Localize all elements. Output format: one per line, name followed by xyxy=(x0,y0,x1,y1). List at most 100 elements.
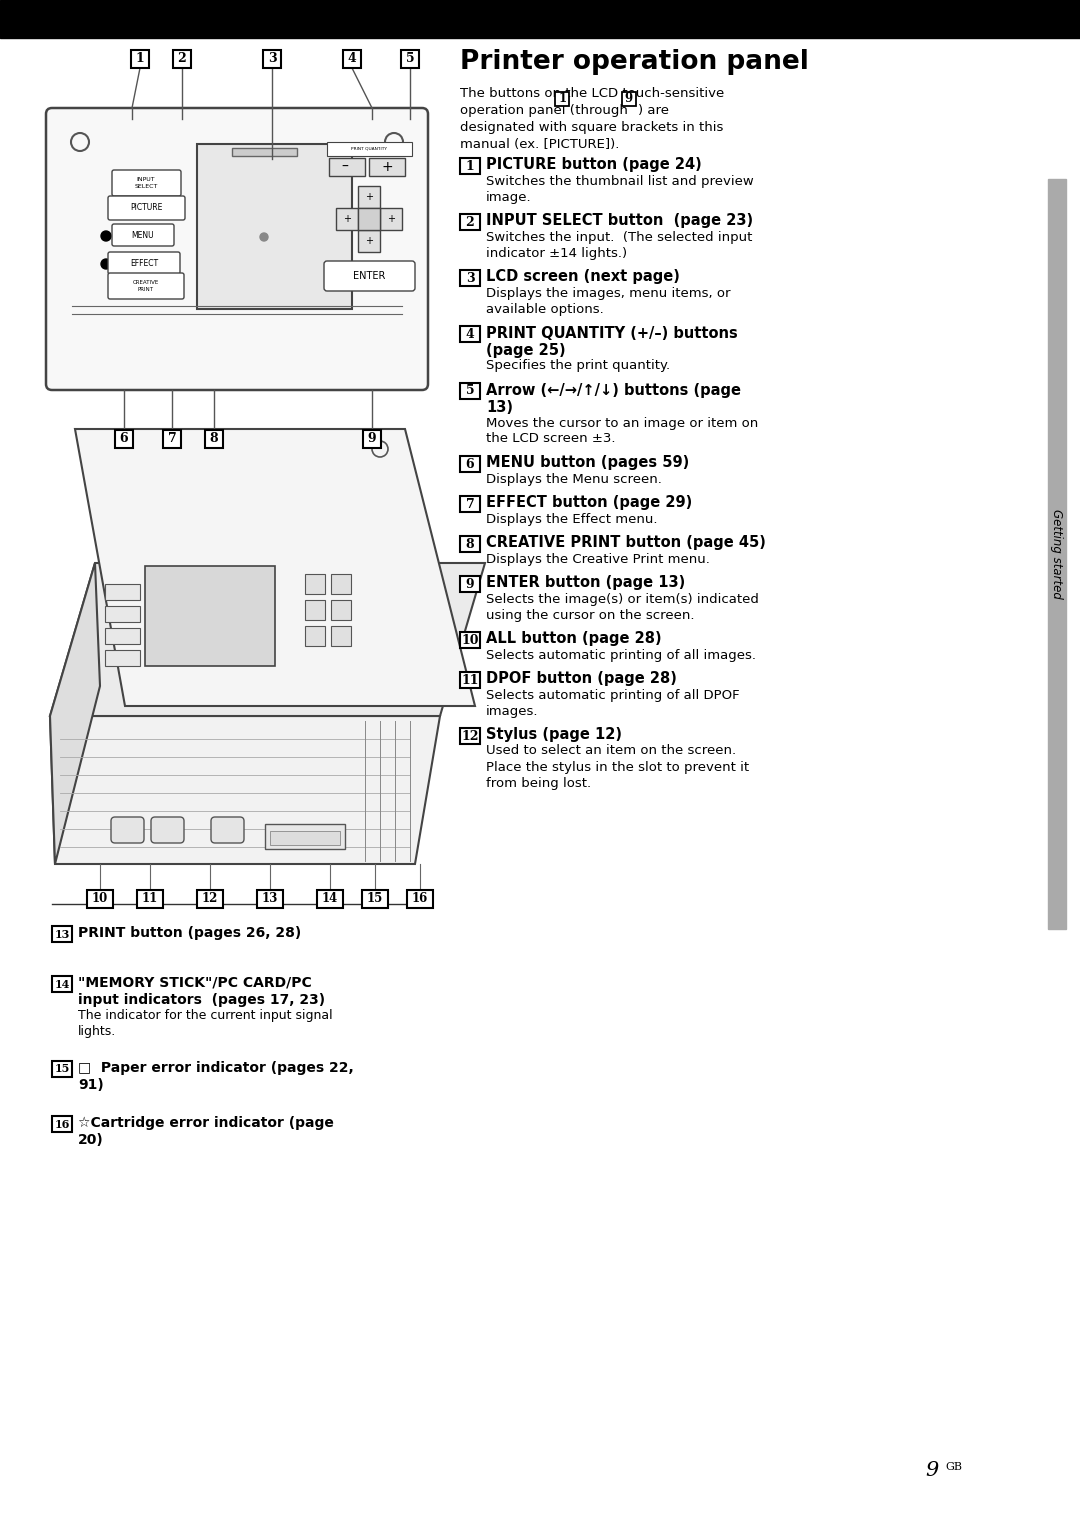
Text: Selects automatic printing of all DPOF: Selects automatic printing of all DPOF xyxy=(486,688,740,702)
Text: 91): 91) xyxy=(78,1078,104,1092)
Bar xyxy=(555,92,569,106)
Bar xyxy=(305,573,325,593)
Bar xyxy=(52,976,72,992)
Text: +: + xyxy=(365,235,373,246)
Text: 14: 14 xyxy=(54,979,70,989)
Text: 14: 14 xyxy=(322,893,338,905)
FancyBboxPatch shape xyxy=(211,816,244,842)
Text: PRINT QUANTITY: PRINT QUANTITY xyxy=(351,147,387,151)
Bar xyxy=(357,229,380,252)
Text: Displays the Effect menu.: Displays the Effect menu. xyxy=(486,512,658,526)
Bar xyxy=(460,456,480,472)
Bar xyxy=(357,208,380,229)
Text: indicator ±14 lights.): indicator ±14 lights.) xyxy=(486,246,627,260)
Bar xyxy=(460,326,480,342)
Text: 20): 20) xyxy=(78,1133,104,1147)
Text: INPUT
SELECT: INPUT SELECT xyxy=(134,177,158,188)
Text: 9: 9 xyxy=(367,433,376,445)
FancyBboxPatch shape xyxy=(151,816,184,842)
Bar xyxy=(380,208,402,229)
Text: 13: 13 xyxy=(261,893,279,905)
Text: 10: 10 xyxy=(461,633,478,647)
FancyBboxPatch shape xyxy=(111,816,144,842)
Bar xyxy=(460,673,480,688)
Text: 7: 7 xyxy=(465,497,474,511)
Bar xyxy=(1048,179,1066,930)
Bar xyxy=(137,890,163,908)
Text: Getting started: Getting started xyxy=(1051,509,1064,599)
Text: Printer operation panel: Printer operation panel xyxy=(460,49,809,75)
FancyBboxPatch shape xyxy=(108,252,180,274)
Bar xyxy=(105,584,140,599)
Text: Displays the Menu screen.: Displays the Menu screen. xyxy=(486,472,662,486)
Text: ALL button (page 28): ALL button (page 28) xyxy=(486,631,662,647)
Text: 1: 1 xyxy=(136,52,145,66)
Bar xyxy=(232,148,297,156)
Text: Displays the images, menu items, or: Displays the images, menu items, or xyxy=(486,286,730,300)
Bar xyxy=(460,576,480,592)
Bar xyxy=(105,628,140,644)
Text: PRINT button (pages 26, 28): PRINT button (pages 26, 28) xyxy=(78,927,301,940)
Text: EFFECT: EFFECT xyxy=(130,258,158,268)
Bar xyxy=(305,599,325,619)
Text: Place the stylus in the slot to prevent it: Place the stylus in the slot to prevent … xyxy=(486,760,750,774)
Text: 15: 15 xyxy=(367,893,383,905)
Text: Switches the input.  (The selected input: Switches the input. (The selected input xyxy=(486,231,753,243)
Bar xyxy=(145,566,275,667)
Text: the LCD screen ±3.: the LCD screen ±3. xyxy=(486,433,616,445)
Text: 16: 16 xyxy=(54,1119,70,1130)
Circle shape xyxy=(260,232,268,242)
Bar xyxy=(52,1116,72,1131)
Text: ) are: ) are xyxy=(637,104,669,118)
Text: +: + xyxy=(387,214,395,225)
Bar xyxy=(205,430,222,448)
Text: 4: 4 xyxy=(348,52,356,66)
Bar xyxy=(197,144,352,309)
Text: 2: 2 xyxy=(465,216,474,228)
Bar xyxy=(401,50,419,67)
Text: 13: 13 xyxy=(54,928,70,939)
Text: CREATIVE
PRINT: CREATIVE PRINT xyxy=(133,280,159,292)
Text: □  Paper error indicator (pages 22,: □ Paper error indicator (pages 22, xyxy=(78,1061,354,1075)
Text: Selects the image(s) or item(s) indicated: Selects the image(s) or item(s) indicate… xyxy=(486,593,759,605)
Text: 5: 5 xyxy=(465,384,474,398)
Text: PICTURE button (page 24): PICTURE button (page 24) xyxy=(486,157,702,173)
Text: –: – xyxy=(341,161,349,174)
Text: EFFECT button (page 29): EFFECT button (page 29) xyxy=(486,495,692,511)
Bar xyxy=(460,631,480,648)
Text: 3: 3 xyxy=(465,272,474,284)
Polygon shape xyxy=(50,563,485,716)
Text: 9: 9 xyxy=(624,92,633,106)
Text: 15: 15 xyxy=(54,1064,70,1075)
Text: Used to select an item on the screen.: Used to select an item on the screen. xyxy=(486,745,737,757)
Bar xyxy=(131,50,149,67)
Text: 10: 10 xyxy=(92,893,108,905)
Bar xyxy=(460,271,480,286)
Bar xyxy=(0,0,1080,38)
Text: 12: 12 xyxy=(461,729,478,743)
Text: using the cursor on the screen.: using the cursor on the screen. xyxy=(486,609,694,621)
Text: PICTURE: PICTURE xyxy=(130,203,162,213)
Text: operation panel (: operation panel ( xyxy=(460,104,575,118)
Text: 3: 3 xyxy=(268,52,276,66)
Text: INPUT SELECT button  (page 23): INPUT SELECT button (page 23) xyxy=(486,214,753,228)
Text: Stylus (page 12): Stylus (page 12) xyxy=(486,728,622,743)
Text: ☆Cartridge error indicator (page: ☆Cartridge error indicator (page xyxy=(78,1116,334,1130)
Text: LCD screen (next page): LCD screen (next page) xyxy=(486,269,680,284)
Text: DPOF button (page 28): DPOF button (page 28) xyxy=(486,671,677,687)
Text: images.: images. xyxy=(486,705,539,717)
Text: CREATIVE PRINT button (page 45): CREATIVE PRINT button (page 45) xyxy=(486,535,766,550)
Text: Moves the cursor to an image or item on: Moves the cursor to an image or item on xyxy=(486,416,758,430)
Text: 11: 11 xyxy=(141,893,158,905)
FancyBboxPatch shape xyxy=(324,261,415,291)
Bar xyxy=(460,157,480,174)
Bar xyxy=(173,50,191,67)
Text: MENU button (pages 59): MENU button (pages 59) xyxy=(486,456,689,471)
Bar xyxy=(362,890,388,908)
Bar xyxy=(622,92,636,106)
Text: ENTER: ENTER xyxy=(353,271,386,281)
Text: The buttons on the LCD touch-sensitive: The buttons on the LCD touch-sensitive xyxy=(460,87,725,99)
Bar xyxy=(305,625,325,645)
Bar xyxy=(52,1061,72,1076)
Text: input indicators  (pages 17, 23): input indicators (pages 17, 23) xyxy=(78,992,325,1008)
